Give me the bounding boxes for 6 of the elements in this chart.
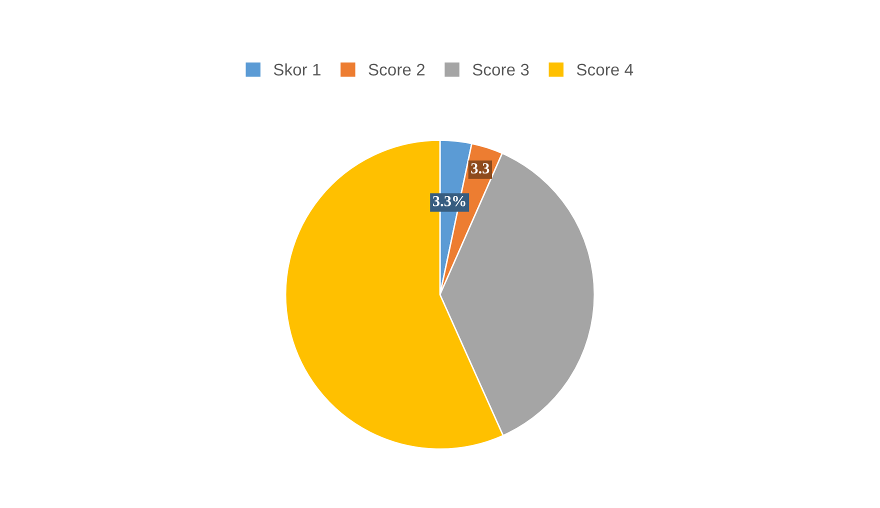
legend-label: Score 3 — [472, 64, 529, 76]
legend-label: Skor 1 — [274, 63, 320, 76]
legend-label: Score 4 — [576, 64, 634, 76]
data-label: 3.3 — [471, 163, 490, 174]
data-label: 3.3% — [432, 196, 466, 206]
legend-label: Score 2 — [368, 64, 425, 76]
